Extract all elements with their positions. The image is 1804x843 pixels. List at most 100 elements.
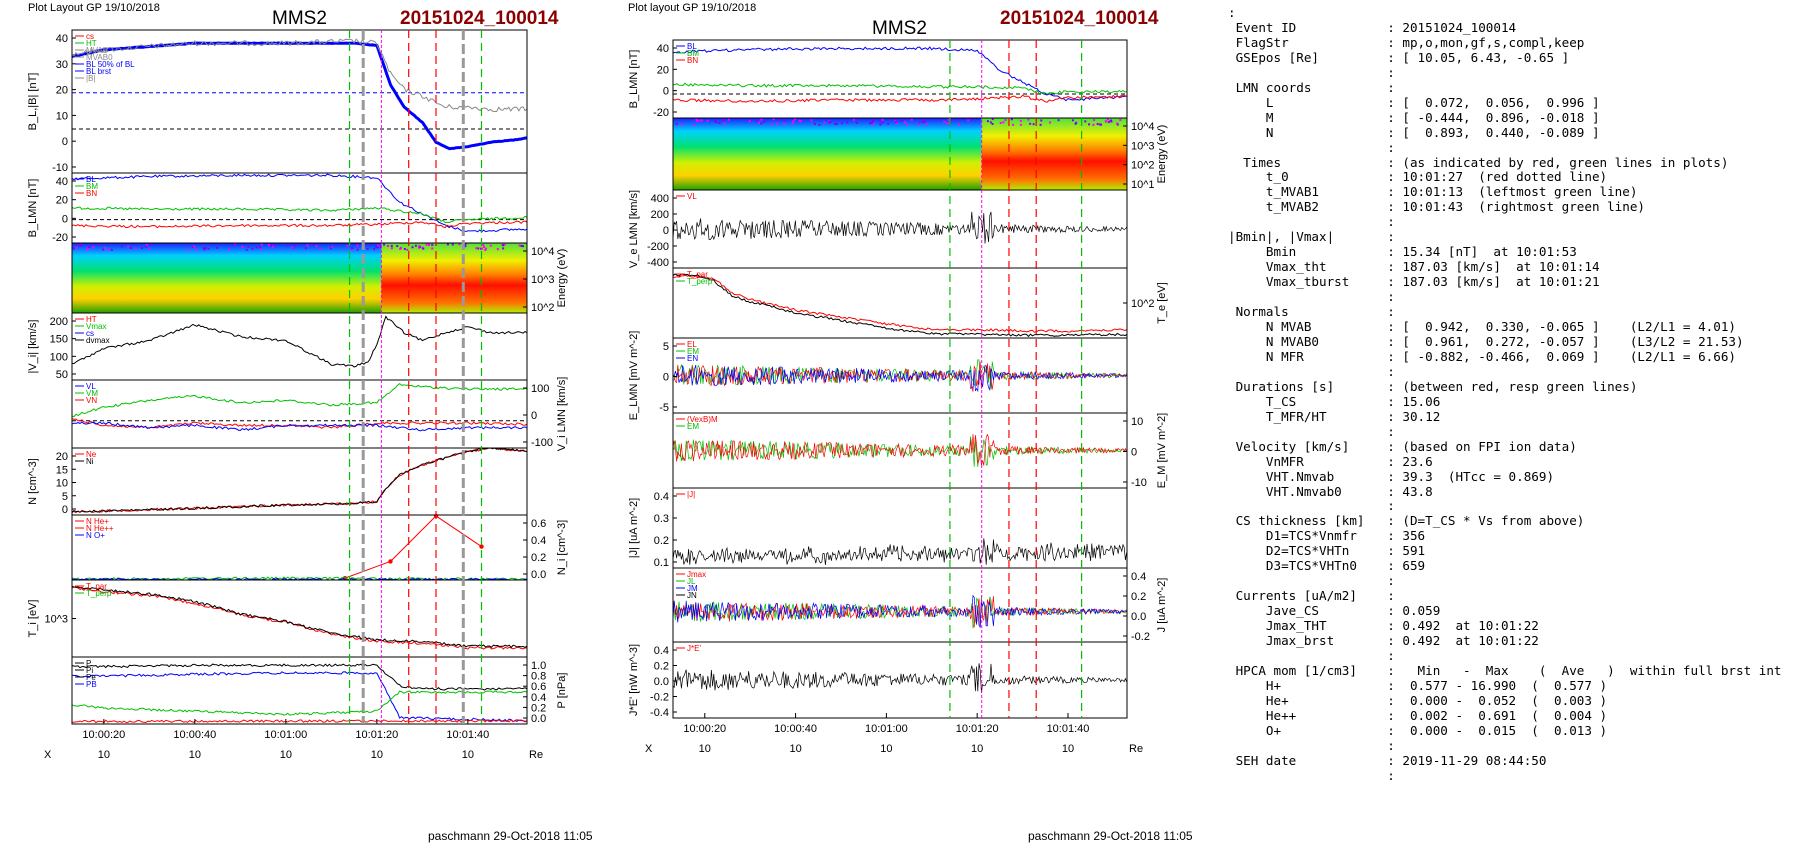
series-line-ni [71, 447, 527, 513]
left-layout-label: Plot Layout GP 19/10/2018 [28, 2, 160, 14]
series-line-tperp [672, 273, 1128, 338]
spectrogram-speckle [881, 118, 884, 121]
legend-entry: EM [687, 347, 699, 356]
y-tick-label: 0.4 [654, 645, 669, 657]
y-tick-label: 10^1 [1131, 179, 1155, 191]
y-tick-label: 10^2 [1131, 160, 1155, 172]
legend-entry: (VexB)M [687, 415, 718, 424]
coord-value: 10 [462, 749, 474, 760]
spectrogram-speckle [887, 122, 890, 125]
spectrogram-speckle [258, 246, 261, 249]
spectrogram-speckle [418, 245, 421, 248]
panel-frame [672, 267, 1128, 339]
spectrogram-speckle [269, 244, 272, 247]
spectrogram-speckle [356, 243, 359, 246]
spectrogram-speckle [783, 122, 786, 125]
y-tick-label: 0.2 [654, 661, 669, 673]
middle-spacecraft-title: MMS2 [872, 18, 927, 39]
spectrogram-speckle [1116, 122, 1119, 125]
spectrogram-speckle [723, 122, 726, 125]
spectrogram-speckle [373, 248, 376, 251]
legend-entry: JL [687, 577, 696, 586]
y-tick-label: 200 [50, 316, 68, 328]
y-tick-label: 5 [62, 491, 68, 503]
y-axis-label: B_LMN [nT] [27, 179, 39, 238]
y-tick-label: 0.6 [531, 518, 546, 530]
legend-entry: N O+ [86, 531, 105, 540]
panel-9: 0.4 0.2 0.0 -0.2 -0.4 J*E' [nW m^-3] J*E' [628, 641, 1128, 719]
y-tick-label: 10 [56, 110, 68, 122]
spectrogram-speckle [503, 243, 506, 246]
y-tick-label: 0 [531, 410, 537, 422]
spectrogram-speckle [134, 247, 137, 250]
spectrogram-speckle [267, 244, 270, 247]
y-tick-label: 40 [56, 33, 68, 45]
spectrogram-before [673, 118, 982, 190]
y-tick-label: 40 [657, 43, 669, 55]
y-tick-label: 100 [50, 351, 68, 363]
y-tick-label: 0.0 [531, 713, 546, 725]
spectrogram-speckle [1057, 119, 1060, 122]
spectrogram-speckle [760, 118, 763, 121]
spectrogram-speckle [900, 120, 903, 123]
y-tick-label: 0.3 [654, 513, 669, 525]
y-axis-label: Energy (eV) [1156, 125, 1168, 184]
series-line-pi [71, 690, 528, 716]
x-tick-label: 10:01:40 [446, 729, 489, 741]
legend-entry: HT [86, 39, 97, 48]
spectrogram-speckle [522, 245, 525, 248]
spectrogram-speckle [202, 247, 205, 250]
spectrogram-speckle [379, 246, 382, 249]
spectrogram-speckle [989, 121, 992, 124]
legend-entry: N He++ [86, 524, 114, 533]
legend-entry: BL 50% of BL [86, 60, 135, 69]
y-tick-label: 0.2 [654, 535, 669, 547]
spectrogram-speckle [748, 120, 751, 123]
y-tick-label: -400 [647, 257, 669, 269]
spectrogram-speckle [906, 123, 909, 126]
spectrogram-speckle [255, 246, 258, 249]
spectrogram-speckle [446, 243, 449, 246]
spectrogram-before [72, 243, 382, 313]
legend-entry: T_par [687, 270, 708, 279]
spectrogram-speckle [291, 246, 294, 249]
y-axis-label: |J| [uA m^-2] [628, 498, 640, 558]
spectrogram-speckle [799, 120, 802, 123]
spectrogram-speckle [776, 122, 779, 125]
legend-entry: BN [86, 189, 97, 198]
spectrogram-speckle [783, 119, 786, 122]
spectrogram-speckle [721, 119, 724, 122]
spectrogram-speckle [1004, 118, 1007, 121]
spectrogram-speckle [383, 243, 386, 246]
spectrogram-speckle [92, 246, 95, 249]
panel-frame [71, 656, 528, 725]
legend-entry: T_perp [687, 277, 713, 286]
series-line-bl [71, 41, 528, 151]
spectrogram-speckle [810, 119, 813, 122]
spectrogram-speckle [873, 118, 876, 121]
series-line-p [71, 663, 528, 691]
y-tick-label: 0 [663, 372, 669, 384]
series-line-bl [672, 46, 1128, 102]
spectrogram-speckle [431, 243, 434, 246]
y-tick-label: 50 [56, 369, 68, 381]
left-spacecraft-title: MMS2 [272, 8, 327, 29]
spectrogram-speckle [1039, 123, 1042, 126]
series-line-tperp [71, 585, 528, 649]
spectrogram-after [981, 118, 1127, 190]
y-axis-label: J*E' [nW m^-3] [628, 644, 640, 716]
y-tick-label: 10^4 [531, 246, 555, 258]
y-tick-label: 10 [1131, 416, 1143, 428]
series-line-ne [72, 447, 528, 514]
coord-row-label: X [44, 749, 52, 760]
y-tick-label: 10^2 [1131, 298, 1155, 310]
y-tick-label: -10 [1131, 477, 1147, 489]
y-tick-label: 0.0 [654, 676, 669, 688]
y-tick-label: 100 [531, 383, 549, 395]
spectrogram-speckle [518, 244, 521, 247]
x-tick-label: 10:01:20 [956, 723, 999, 735]
spectrogram-after [381, 243, 527, 313]
event-info-text: : Event ID : 20151024_100014 FlagStr : m… [1228, 5, 1782, 783]
